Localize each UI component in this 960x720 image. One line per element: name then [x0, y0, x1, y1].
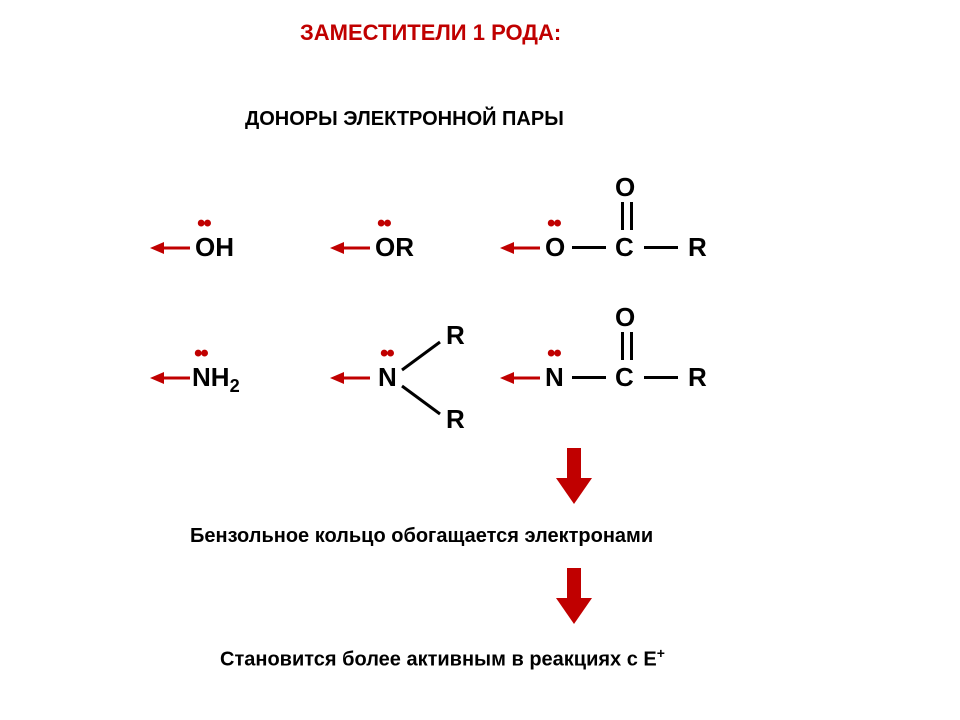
- ocor-dbl2: [630, 202, 633, 230]
- ocor-c: C: [615, 232, 634, 263]
- arrow-ncor: [500, 368, 540, 388]
- formula-nh2: NH2: [192, 362, 240, 397]
- arrow-or: [330, 238, 370, 258]
- ocor-dbl1: [621, 202, 624, 230]
- ocor-bond-cr: [644, 246, 678, 249]
- ncor-o: O: [615, 302, 635, 333]
- arrow-ocor: [500, 238, 540, 258]
- conclusion-2: Становится более активным в реакциях с E…: [220, 645, 665, 672]
- ocor-o1: O: [545, 232, 565, 263]
- ncor-bond-cr: [644, 376, 678, 379]
- page-title: ЗАМЕСТИТЕЛИ 1 РОДА:: [300, 20, 561, 46]
- ncor-bond-nc: [572, 376, 606, 379]
- ocor-bond-oc: [572, 246, 606, 249]
- ncor-n: N: [545, 362, 564, 393]
- ncor-dbl1: [621, 332, 624, 360]
- ocor-r: R: [688, 232, 707, 263]
- down-arrow-2: [556, 568, 592, 624]
- conclusion-1: Бензольное кольцо обогащается электронам…: [190, 525, 653, 548]
- subtitle: ДОНОРЫ ЭЛЕКТРОННОЙ ПАРЫ: [245, 108, 564, 131]
- arrow-nh2: [150, 368, 190, 388]
- nr2-bonds: [378, 320, 468, 440]
- ncor-dbl2: [630, 332, 633, 360]
- arrow-oh: [150, 238, 190, 258]
- down-arrow-1: [556, 448, 592, 504]
- arrow-nr2: [330, 368, 370, 388]
- ncor-c: C: [615, 362, 634, 393]
- formula-or: OR: [375, 232, 414, 263]
- ncor-r: R: [688, 362, 707, 393]
- formula-oh: OH: [195, 232, 234, 263]
- ocor-o2: O: [615, 172, 635, 203]
